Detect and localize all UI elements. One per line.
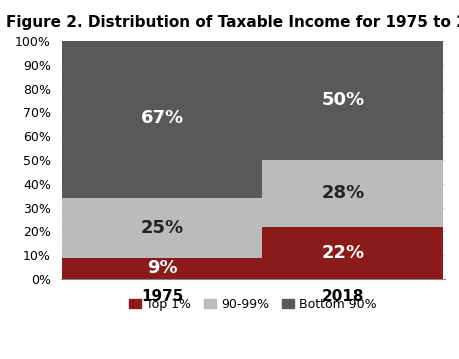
Text: 25%: 25% bbox=[140, 219, 183, 237]
Title: Figure 2. Distribution of Taxable Income for 1975 to 2018: Figure 2. Distribution of Taxable Income… bbox=[6, 15, 459, 30]
Text: 67%: 67% bbox=[140, 109, 183, 127]
Text: 28%: 28% bbox=[321, 184, 364, 202]
Text: 9%: 9% bbox=[146, 259, 177, 277]
Bar bbox=[62, 257, 261, 279]
Bar bbox=[243, 41, 442, 160]
Bar bbox=[62, 38, 261, 198]
Text: 50%: 50% bbox=[321, 92, 364, 109]
Text: 22%: 22% bbox=[321, 244, 364, 262]
Bar bbox=[243, 227, 442, 279]
Legend: Top 1%, 90-99%, Bottom 90%: Top 1%, 90-99%, Bottom 90% bbox=[123, 293, 381, 316]
Bar bbox=[243, 160, 442, 227]
Bar bbox=[62, 198, 261, 257]
